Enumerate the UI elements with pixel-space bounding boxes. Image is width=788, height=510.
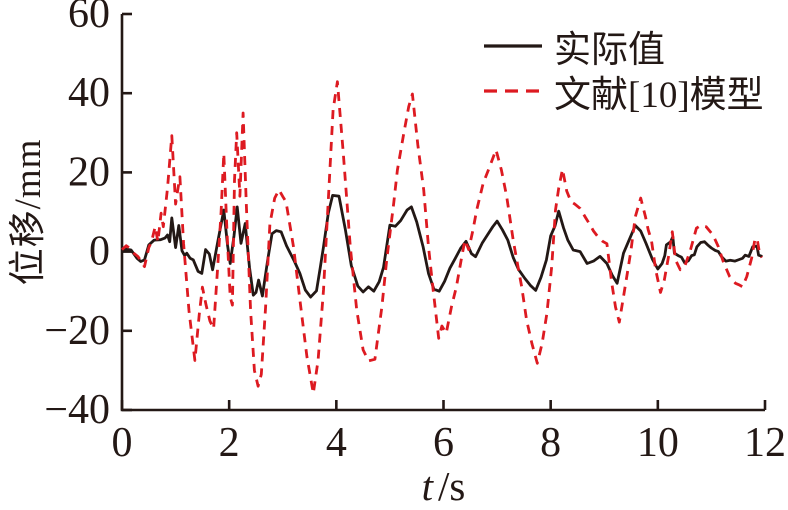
data-series	[121, 80, 764, 395]
x-axis-unit: /s	[438, 463, 466, 509]
legend-solid-line-icon	[484, 43, 542, 48]
axes: −40 −20 0 20 40 60 0 2 4 6 8 10 12	[44, 0, 786, 466]
y-tick-label: −40	[44, 387, 110, 433]
x-tick-label: 4	[326, 420, 347, 466]
x-tick-label: 0	[112, 420, 133, 466]
y-tick-label: 0	[89, 229, 110, 275]
x-axis-title: t/s	[122, 462, 765, 510]
legend: 实际值 文献[10]模型	[484, 24, 764, 116]
x-tick-label: 2	[219, 420, 240, 466]
series-line-0	[121, 193, 763, 299]
y-tick-label: 40	[68, 70, 110, 116]
x-tick-label: 6	[433, 420, 454, 466]
x-tick-label: 10	[637, 420, 679, 466]
legend-item-1: 文献[10]模型	[484, 69, 764, 116]
legend-dashed-line-icon	[484, 88, 542, 93]
x-tick-label: 8	[540, 420, 561, 466]
y-tick-label: 60	[68, 0, 110, 37]
legend-item-0: 实际值	[484, 24, 764, 71]
y-tick-label: −20	[44, 308, 110, 354]
x-axis-variable: t	[421, 463, 434, 509]
y-axis-title: 位移/mm	[8, 138, 49, 286]
legend-label-0: 实际值	[554, 29, 665, 71]
y-tick-label: 20	[68, 149, 110, 195]
legend-label-1: 文献[10]模型	[554, 74, 764, 116]
x-tick-label: 12	[744, 420, 786, 466]
series-line-1	[121, 80, 764, 395]
